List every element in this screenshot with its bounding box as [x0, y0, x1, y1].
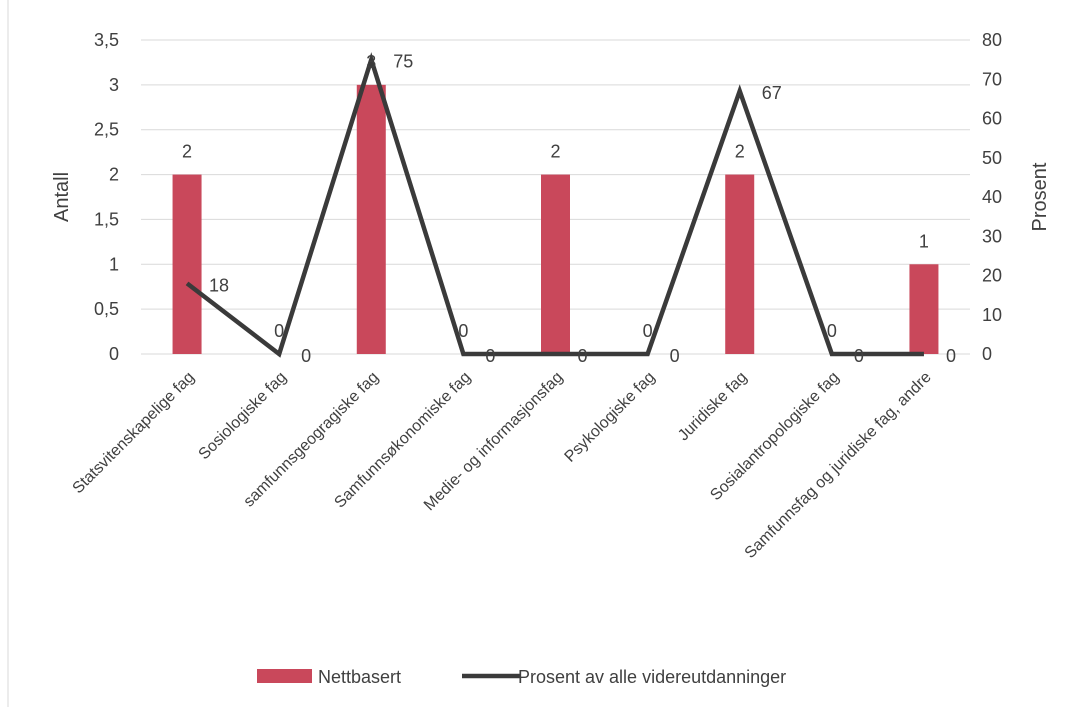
bar-data-label: 1: [919, 231, 929, 251]
y2-tick-label: 60: [982, 109, 1002, 129]
y-tick-label: 0,5: [94, 299, 119, 319]
bar-data-label: 3: [366, 52, 376, 72]
y-tick-label: 3: [109, 75, 119, 95]
y2-tick-label: 50: [982, 148, 1002, 168]
y-axis-title: Antall: [51, 172, 73, 222]
line-data-label: 0: [578, 346, 588, 366]
bar: [357, 85, 386, 354]
y-tick-label: 3,5: [94, 30, 119, 50]
y2-tick-label: 20: [982, 266, 1002, 286]
legend: Nettbasert Prosent av alle videreutdannin…: [257, 667, 786, 687]
line-data-label: 0: [301, 346, 311, 366]
line-data-label: 0: [854, 346, 864, 366]
y2-tick-label: 10: [982, 305, 1002, 325]
bar-data-label: 0: [643, 321, 653, 341]
bar-data-label: 0: [827, 321, 837, 341]
y-tick-label: 0: [109, 344, 119, 364]
bar: [725, 175, 754, 354]
line-data-label: 0: [485, 346, 495, 366]
bar-data-label: 0: [274, 321, 284, 341]
y2-tick-label: 40: [982, 187, 1002, 207]
legend-label-bar: Nettbasert: [318, 667, 401, 687]
y2-tick-label: 80: [982, 30, 1002, 50]
bar: [909, 264, 938, 354]
y-tick-label: 1,5: [94, 209, 119, 229]
bar-data-label: 2: [550, 142, 560, 162]
y2-tick-label: 70: [982, 69, 1002, 89]
y-tick-label: 2: [109, 165, 119, 185]
y2-axis-title: Prosent: [1029, 162, 1051, 231]
line-data-label: 18: [209, 275, 229, 295]
bar-data-label: 2: [182, 142, 192, 162]
line-data-label: 75: [393, 52, 413, 72]
line-data-label: 0: [946, 346, 956, 366]
y2-tick-label: 0: [982, 344, 992, 364]
legend-label-line: Prosent av alle videreutdanninger: [518, 667, 786, 687]
line-data-label: 0: [670, 346, 680, 366]
legend-swatch-bar: [257, 669, 312, 683]
bar: [541, 175, 570, 354]
y2-tick-label: 30: [982, 226, 1002, 246]
bar-data-label: 0: [458, 321, 468, 341]
line-data-label: 67: [762, 83, 782, 103]
bar-data-label: 2: [735, 142, 745, 162]
y-tick-label: 1: [109, 254, 119, 274]
y-tick-label: 2,5: [94, 120, 119, 140]
bar: [173, 175, 202, 354]
